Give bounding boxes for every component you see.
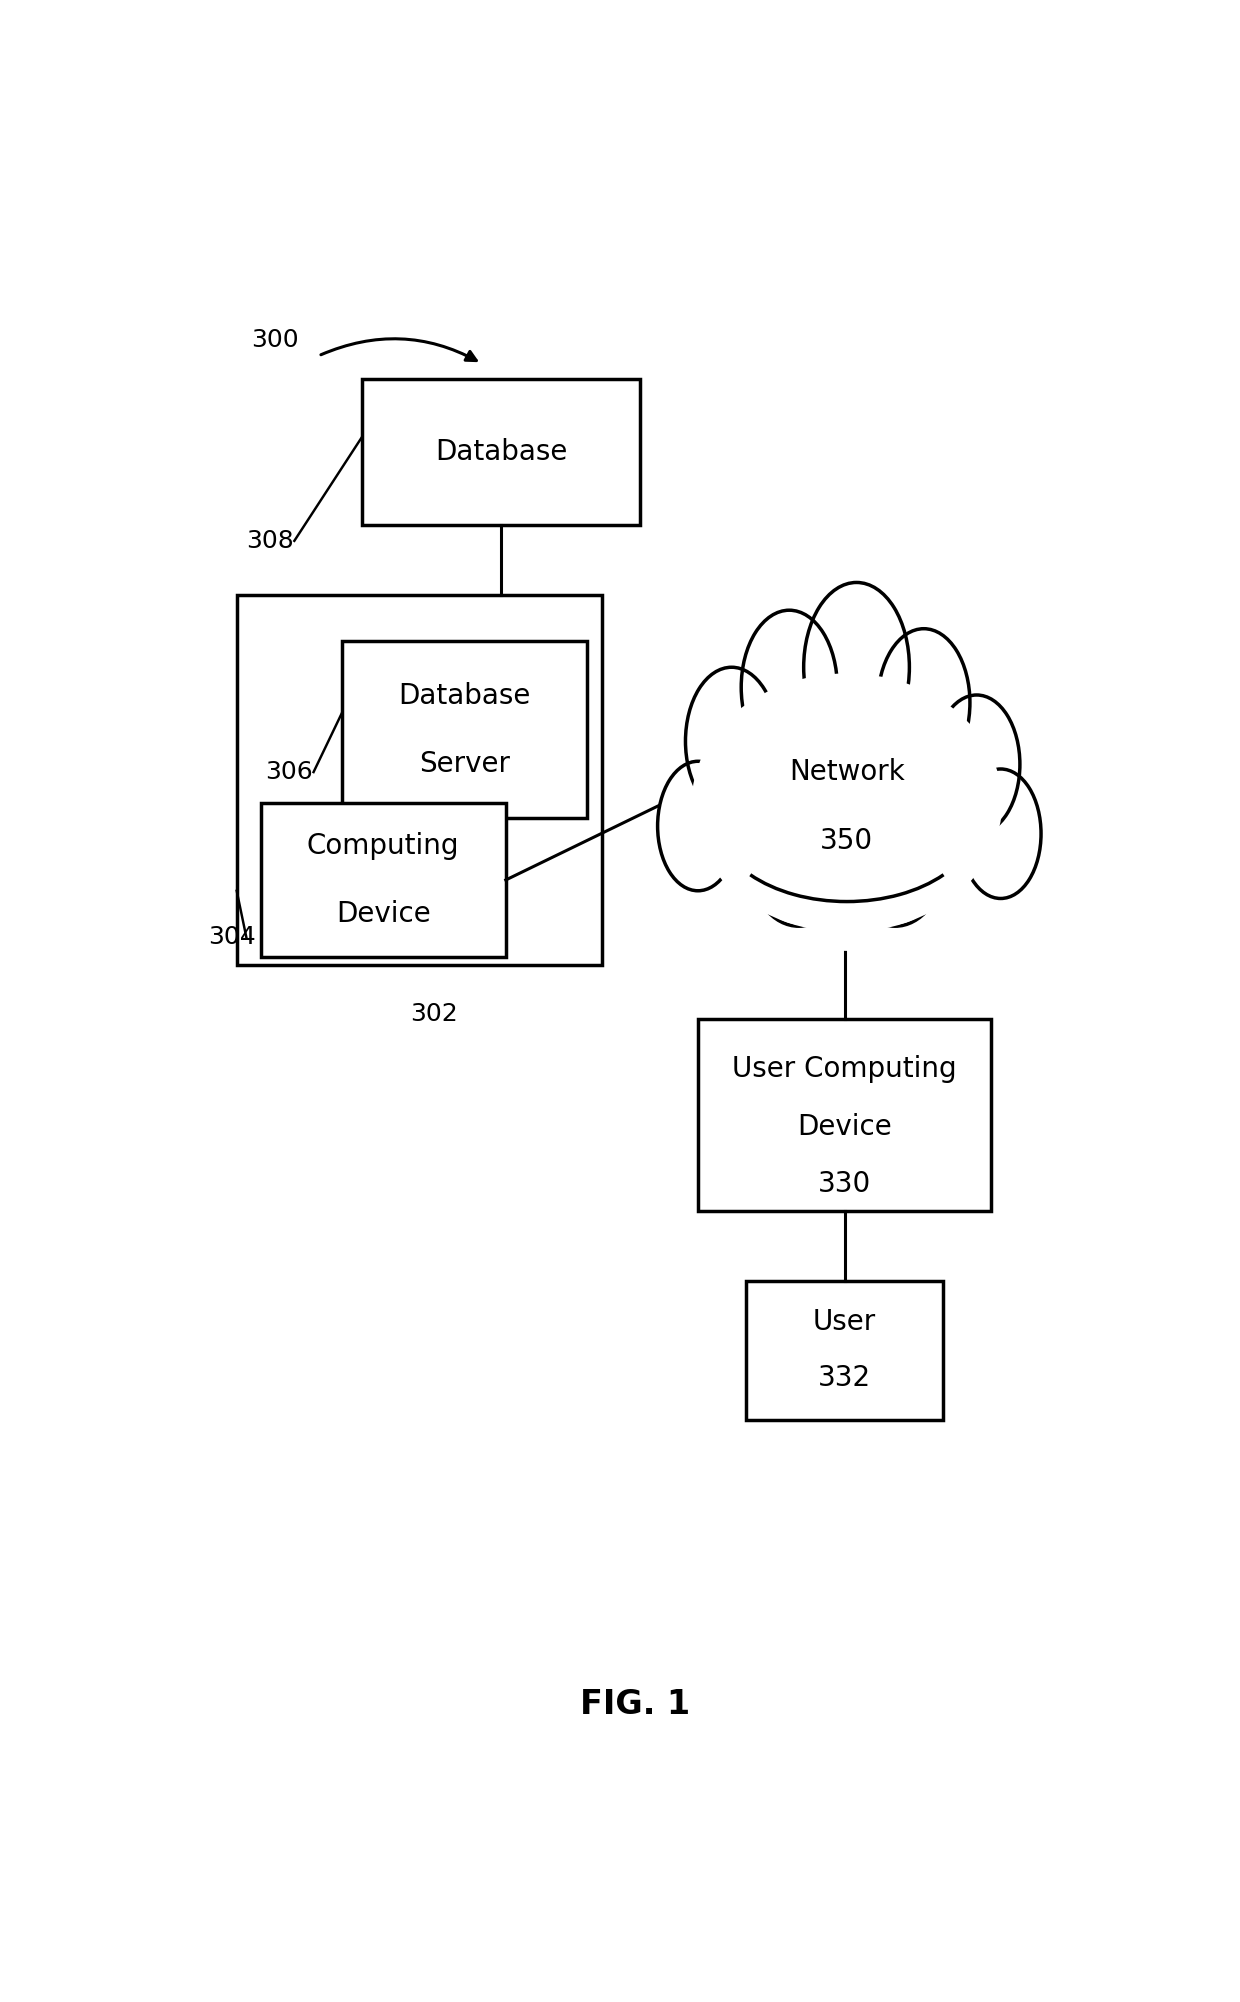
Text: 350: 350 <box>821 827 873 855</box>
Ellipse shape <box>692 673 1002 933</box>
Text: Server: Server <box>419 749 511 777</box>
Text: 306: 306 <box>265 761 314 785</box>
Ellipse shape <box>750 803 847 927</box>
FancyBboxPatch shape <box>362 378 640 525</box>
Text: 304: 304 <box>208 925 255 949</box>
FancyBboxPatch shape <box>260 803 506 957</box>
Text: Database: Database <box>399 683 531 711</box>
FancyBboxPatch shape <box>698 1019 991 1211</box>
FancyBboxPatch shape <box>237 595 601 965</box>
Ellipse shape <box>878 629 970 777</box>
Text: Device: Device <box>797 1113 892 1141</box>
Ellipse shape <box>665 655 1029 951</box>
Text: 332: 332 <box>818 1363 870 1391</box>
Ellipse shape <box>847 803 942 927</box>
FancyBboxPatch shape <box>342 641 588 819</box>
Ellipse shape <box>960 769 1042 899</box>
Text: Database: Database <box>435 438 567 466</box>
Text: Computing: Computing <box>308 833 460 861</box>
Text: Device: Device <box>336 899 430 927</box>
Ellipse shape <box>934 695 1021 833</box>
Ellipse shape <box>804 583 909 753</box>
FancyBboxPatch shape <box>746 1281 942 1419</box>
Text: 330: 330 <box>818 1171 872 1199</box>
Text: FIG. 1: FIG. 1 <box>580 1688 691 1722</box>
Text: 308: 308 <box>247 529 294 553</box>
Ellipse shape <box>686 667 777 815</box>
Ellipse shape <box>742 611 837 765</box>
Text: 302: 302 <box>409 1003 458 1027</box>
Text: User: User <box>813 1309 877 1337</box>
Ellipse shape <box>657 761 738 891</box>
Text: User Computing: User Computing <box>732 1055 957 1083</box>
Text: 300: 300 <box>250 328 299 352</box>
Text: Network: Network <box>789 759 905 787</box>
